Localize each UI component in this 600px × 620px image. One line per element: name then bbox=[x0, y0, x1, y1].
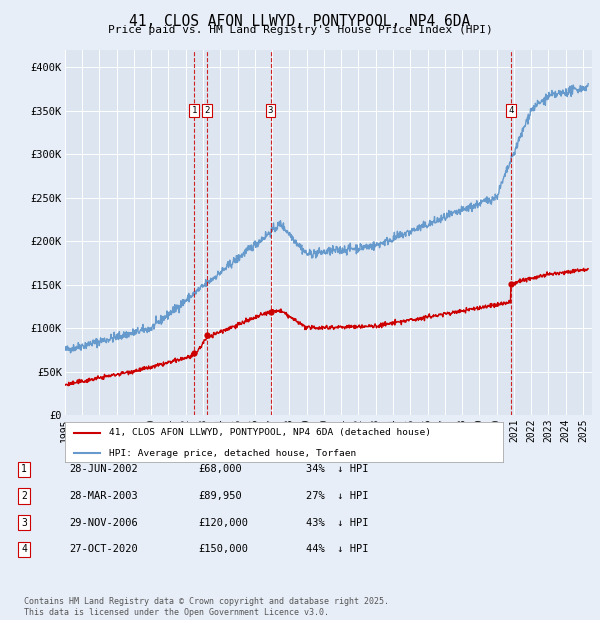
Text: £150,000: £150,000 bbox=[198, 544, 248, 554]
Text: 34%  ↓ HPI: 34% ↓ HPI bbox=[306, 464, 368, 474]
Text: 2: 2 bbox=[21, 491, 27, 501]
Text: This data is licensed under the Open Government Licence v3.0.: This data is licensed under the Open Gov… bbox=[24, 608, 329, 617]
Text: 41, CLOS AFON LLWYD, PONTYPOOL, NP4 6DA: 41, CLOS AFON LLWYD, PONTYPOOL, NP4 6DA bbox=[130, 14, 470, 29]
Text: Contains HM Land Registry data © Crown copyright and database right 2025.: Contains HM Land Registry data © Crown c… bbox=[24, 597, 389, 606]
Text: 43%  ↓ HPI: 43% ↓ HPI bbox=[306, 518, 368, 528]
Text: 1: 1 bbox=[21, 464, 27, 474]
Text: 3: 3 bbox=[21, 518, 27, 528]
Text: £120,000: £120,000 bbox=[198, 518, 248, 528]
Text: 29-NOV-2006: 29-NOV-2006 bbox=[69, 518, 138, 528]
Text: 27%  ↓ HPI: 27% ↓ HPI bbox=[306, 491, 368, 501]
Text: 3: 3 bbox=[268, 106, 273, 115]
Text: Price paid vs. HM Land Registry's House Price Index (HPI): Price paid vs. HM Land Registry's House … bbox=[107, 25, 493, 35]
Text: HPI: Average price, detached house, Torfaen: HPI: Average price, detached house, Torf… bbox=[109, 448, 356, 458]
Text: £68,000: £68,000 bbox=[198, 464, 242, 474]
Text: 27-OCT-2020: 27-OCT-2020 bbox=[69, 544, 138, 554]
Text: 28-JUN-2002: 28-JUN-2002 bbox=[69, 464, 138, 474]
Text: 4: 4 bbox=[508, 106, 514, 115]
Text: 2: 2 bbox=[205, 106, 210, 115]
Text: £89,950: £89,950 bbox=[198, 491, 242, 501]
Text: 44%  ↓ HPI: 44% ↓ HPI bbox=[306, 544, 368, 554]
Text: 28-MAR-2003: 28-MAR-2003 bbox=[69, 491, 138, 501]
Text: 1: 1 bbox=[191, 106, 197, 115]
Text: 41, CLOS AFON LLWYD, PONTYPOOL, NP4 6DA (detached house): 41, CLOS AFON LLWYD, PONTYPOOL, NP4 6DA … bbox=[109, 428, 431, 437]
Text: 4: 4 bbox=[21, 544, 27, 554]
